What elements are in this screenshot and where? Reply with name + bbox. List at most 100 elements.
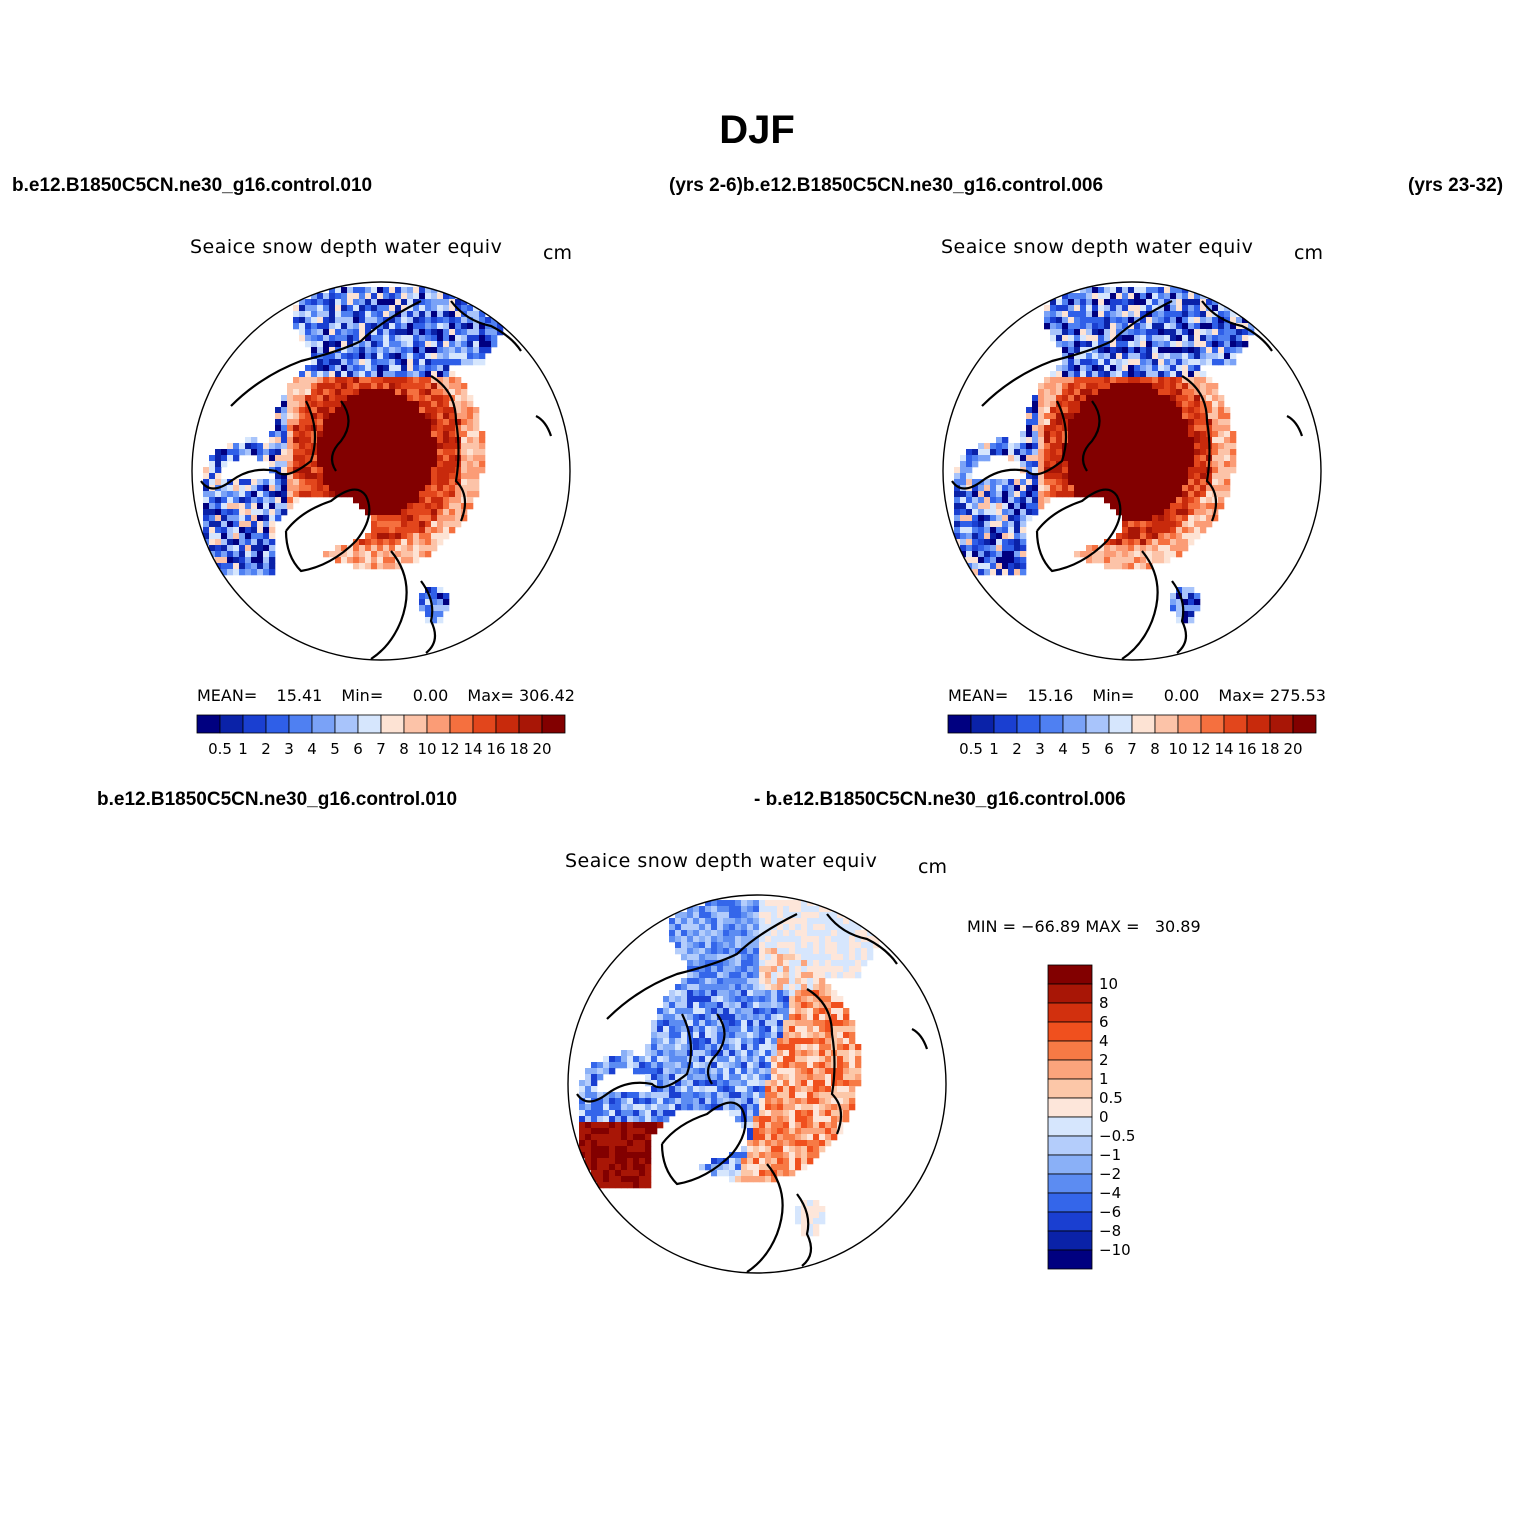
panel3-units: cm xyxy=(918,856,947,878)
map-boundary xyxy=(942,281,1322,661)
panel1-colorbar-swatch xyxy=(311,714,336,734)
panel1-max-label: Max= xyxy=(467,686,514,705)
panel2-colorbar-swatch xyxy=(1200,714,1225,734)
panel1-min: 0.00 xyxy=(412,686,449,705)
panel2-colorbar-swatch xyxy=(1016,714,1041,734)
panel3-colorbar-swatch xyxy=(1047,1249,1093,1270)
panel2-colorbar-tick-label: 14 xyxy=(1214,740,1233,758)
case-label-left: b.e12.B1850C5CN.ne30_g16.control.010 xyxy=(12,175,373,196)
coastline xyxy=(330,400,350,472)
panel2-colorbar-swatch xyxy=(1246,714,1271,734)
map-boundary xyxy=(191,281,571,661)
panel3-colorbar-tick-label: −4 xyxy=(1099,1184,1121,1202)
panel2-colorbar-swatch xyxy=(1154,714,1179,734)
coastline xyxy=(981,300,1173,407)
panel1-max: 306.42 xyxy=(518,686,575,705)
panel3-colorbar-tick-label: −8 xyxy=(1099,1222,1121,1240)
coastline xyxy=(576,1013,693,1103)
panel2-max-label: Max= xyxy=(1218,686,1265,705)
field-layer xyxy=(954,287,1255,624)
panel1-colorbar-tick-label: 1 xyxy=(238,740,248,758)
map-boundary xyxy=(567,894,947,1274)
panel3-title: Seaice snow depth water equiv xyxy=(565,850,878,872)
panel1-colorbar-swatch xyxy=(219,714,244,734)
case-label-middle: (yrs 2-6)b.e12.B1850C5CN.ne30_g16.contro… xyxy=(669,175,1104,196)
panel2-colorbar-tick-label: 20 xyxy=(1283,740,1302,758)
panel2-colorbar-tick-label: 1 xyxy=(989,740,999,758)
panel1-mean: 15.41 xyxy=(276,686,323,705)
panel2-colorbar-swatch xyxy=(1039,714,1064,734)
panel1-colorbar-tick-label: 2 xyxy=(261,740,271,758)
coastline xyxy=(1081,400,1101,472)
coastline xyxy=(1171,580,1188,654)
panel1-colorbar-tick-label: 3 xyxy=(284,740,294,758)
coastline xyxy=(284,488,371,573)
panel2-colorbar-tick-label: 3 xyxy=(1035,740,1045,758)
field-layer xyxy=(579,900,880,1237)
panel2-colorbar-swatch xyxy=(1223,714,1248,734)
coastline xyxy=(660,1101,747,1186)
panel2-colorbar-swatch xyxy=(1292,714,1317,734)
panel3-colorbar-swatch xyxy=(1047,1021,1093,1042)
panel3-colorbar-swatch xyxy=(1047,1078,1093,1099)
coastline xyxy=(450,300,522,352)
coastline xyxy=(420,580,437,654)
panel3-colorbar-tick-label: −10 xyxy=(1099,1241,1131,1259)
coastline xyxy=(911,1028,929,1050)
panel2-min-label: Min= xyxy=(1092,686,1135,705)
page-title: DJF xyxy=(719,108,795,152)
panel2-title: Seaice snow depth water equiv xyxy=(941,236,1254,258)
panel2-colorbar-tick-label: 2 xyxy=(1012,740,1022,758)
panel1-colorbar-swatch xyxy=(288,714,313,734)
panel2-colorbar-swatch xyxy=(1085,714,1110,734)
panel3-colorbar-swatch xyxy=(1047,983,1093,1004)
panel3-colorbar-swatch xyxy=(1047,1002,1093,1023)
panel1-colorbar-tick-label: 10 xyxy=(417,740,436,758)
coastline xyxy=(951,400,1068,490)
panel1-colorbar-tick-label: 8 xyxy=(399,740,409,758)
panel2-mean: 15.16 xyxy=(1027,686,1074,705)
panel1-colorbar-swatch xyxy=(380,714,405,734)
panel2-colorbar-tick-label: 8 xyxy=(1150,740,1160,758)
panel1-colorbar-swatch xyxy=(472,714,497,734)
panel1-colorbar-tick-label: 18 xyxy=(509,740,528,758)
panel2-colorbar-tick-label: 12 xyxy=(1191,740,1210,758)
panel1-colorbar-tick-label: 12 xyxy=(440,740,459,758)
coastline xyxy=(1121,550,1159,660)
coastline xyxy=(606,913,798,1020)
panel2-colorbar-swatch xyxy=(947,714,972,734)
panel3-colorbar-swatch xyxy=(1047,964,1093,985)
panel2-mean-label: MEAN= xyxy=(948,686,1009,705)
panel3-colorbar-swatch xyxy=(1047,1116,1093,1137)
coastline xyxy=(230,300,422,407)
panel2-colorbar-tick-label: 7 xyxy=(1127,740,1137,758)
panel3-minmax: MIN = −66.89 MAX = 30.89 xyxy=(967,917,1201,936)
panel3-colorbar-tick-label: −1 xyxy=(1099,1146,1121,1164)
panel1-colorbar-tick-label: 5 xyxy=(330,740,340,758)
panel1-colorbar-swatch xyxy=(242,714,267,734)
panel2-colorbar-swatch xyxy=(1062,714,1087,734)
panel3-colorbar-swatch xyxy=(1047,1154,1093,1175)
panel3-colorbar-swatch xyxy=(1047,1135,1093,1156)
panel1-colorbar-swatch xyxy=(357,714,382,734)
panel2-colorbar-swatch xyxy=(993,714,1018,734)
panel3-colorbar-tick-label: 6 xyxy=(1099,1013,1109,1031)
panel3-colorbar-tick-label: −6 xyxy=(1099,1203,1121,1221)
panel3-colorbar-tick-label: 0 xyxy=(1099,1108,1109,1126)
panel2-colorbar-tick-label: 16 xyxy=(1237,740,1256,758)
panel3-polar-map xyxy=(567,894,947,1274)
panel3-colorbar-swatch xyxy=(1047,1192,1093,1213)
panel1-colorbar-swatch xyxy=(426,714,451,734)
coastline xyxy=(370,550,408,660)
panel3-colorbar-swatch xyxy=(1047,1230,1093,1251)
panel1-title: Seaice snow depth water equiv xyxy=(190,236,503,258)
case-label-right: (yrs 23-32) xyxy=(1408,175,1504,196)
panel3-colorbar-swatch xyxy=(1047,1040,1093,1061)
panel1-units: cm xyxy=(543,242,572,264)
panel3-colorbar-tick-label: 10 xyxy=(1099,975,1118,993)
panel3-colorbar-tick-label: 1 xyxy=(1099,1070,1109,1088)
coastline xyxy=(706,1013,726,1085)
panel1-colorbar-tick-label: 7 xyxy=(376,740,386,758)
panel2-colorbar-swatch xyxy=(1269,714,1294,734)
panel2-units: cm xyxy=(1294,242,1323,264)
